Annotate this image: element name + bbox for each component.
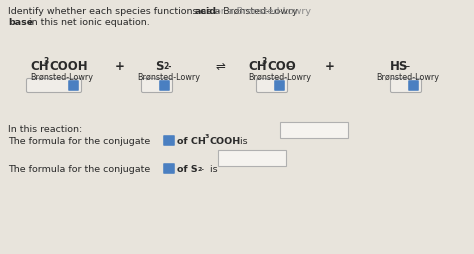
Text: COO: COO [267, 60, 296, 73]
FancyBboxPatch shape [391, 79, 421, 93]
Text: COOH: COOH [49, 60, 88, 73]
Text: CH: CH [248, 60, 266, 73]
Text: Brønsted-Lowry: Brønsted-Lowry [248, 73, 311, 82]
Text: Identify whether each species functions as a Brønsted-Lowry: Identify whether each species functions … [8, 7, 301, 16]
Bar [218, 150, 286, 166]
FancyBboxPatch shape [408, 81, 419, 91]
Text: 3: 3 [262, 57, 267, 66]
FancyBboxPatch shape [274, 81, 285, 91]
Text: ⇌: ⇌ [215, 60, 225, 73]
Text: Brønsted-Lowry: Brønsted-Lowry [376, 73, 439, 82]
FancyBboxPatch shape [163, 136, 175, 146]
Text: in this net ionic equation.: in this net ionic equation. [26, 18, 150, 27]
Text: −: − [403, 62, 410, 71]
Text: +: + [115, 60, 125, 73]
Text: Brønsted-Lowry: Brønsted-Lowry [30, 73, 93, 82]
Bar [280, 122, 348, 138]
Text: CH: CH [30, 60, 49, 73]
Text: of CH: of CH [177, 136, 206, 146]
Text: is: is [237, 136, 247, 146]
Text: Brønsted-Lowry: Brønsted-Lowry [137, 73, 200, 82]
Text: or a Brønsted-Lowry: or a Brønsted-Lowry [212, 7, 311, 16]
FancyBboxPatch shape [142, 79, 173, 93]
Text: HS: HS [390, 60, 409, 73]
Text: S: S [155, 60, 164, 73]
Text: of S: of S [177, 164, 198, 173]
Text: 2-: 2- [163, 62, 172, 71]
Text: The formula for the conjugate: The formula for the conjugate [8, 164, 150, 173]
Text: +: + [325, 60, 335, 73]
FancyBboxPatch shape [27, 79, 82, 93]
Text: 3: 3 [205, 133, 210, 138]
Text: base: base [8, 18, 33, 27]
FancyBboxPatch shape [68, 81, 79, 91]
FancyBboxPatch shape [163, 164, 175, 174]
Text: is: is [207, 164, 218, 173]
FancyBboxPatch shape [159, 81, 170, 91]
Text: 2-: 2- [198, 166, 205, 171]
FancyBboxPatch shape [256, 79, 288, 93]
Text: In this reaction:: In this reaction: [8, 124, 82, 133]
Text: −: − [286, 62, 292, 71]
Text: COOH: COOH [210, 136, 241, 146]
Text: acid: acid [195, 7, 217, 16]
Text: The formula for the conjugate: The formula for the conjugate [8, 136, 150, 146]
Text: 3: 3 [44, 57, 49, 66]
